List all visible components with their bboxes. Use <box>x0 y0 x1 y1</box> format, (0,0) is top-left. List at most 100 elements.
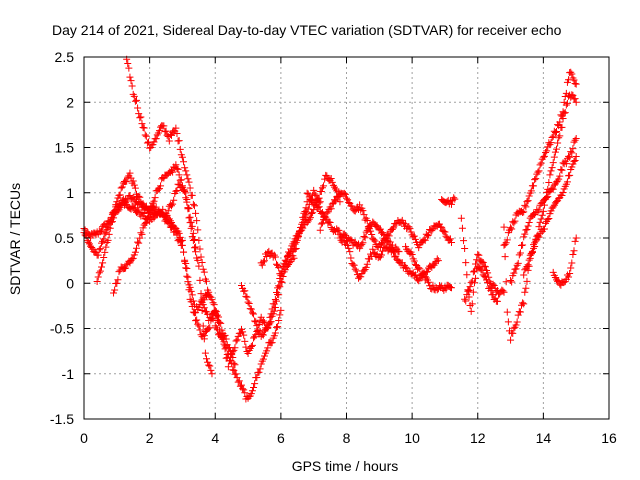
data-point <box>558 192 566 200</box>
data-point <box>93 277 101 285</box>
data-point <box>322 213 330 221</box>
data-point <box>572 98 580 106</box>
data-point <box>247 342 255 350</box>
data-point <box>131 184 139 192</box>
data-point <box>256 365 264 373</box>
data-point <box>210 301 218 309</box>
data-point <box>189 308 197 316</box>
data-point <box>503 308 511 316</box>
data-point <box>206 362 214 370</box>
data-point <box>168 202 175 210</box>
data-point <box>411 261 419 269</box>
data-point <box>572 80 580 88</box>
data-point <box>239 328 247 336</box>
data-point <box>544 215 552 223</box>
data-point <box>570 247 578 255</box>
data-point <box>523 262 531 270</box>
data-point <box>172 187 180 195</box>
data-point <box>175 137 183 145</box>
data-point <box>163 211 171 219</box>
data-point <box>567 68 575 76</box>
data-point <box>194 226 202 234</box>
data-point <box>84 238 92 246</box>
y-tick-label: 1 <box>66 185 74 201</box>
data-point <box>441 228 449 236</box>
data-point <box>550 153 558 161</box>
data-point <box>258 330 266 338</box>
data-point <box>563 99 571 107</box>
data-point <box>155 127 163 135</box>
data-point <box>362 263 370 271</box>
data-point <box>317 188 325 196</box>
data-point <box>185 178 193 186</box>
data-point <box>198 259 206 267</box>
data-point <box>569 250 577 258</box>
x-tick-label: 16 <box>601 430 617 446</box>
series-arc-18 <box>500 68 580 249</box>
data-point <box>347 254 355 262</box>
data-point <box>102 243 110 251</box>
data-point <box>258 261 266 269</box>
data-point <box>242 292 250 300</box>
data-point <box>360 232 368 240</box>
data-point <box>553 145 560 153</box>
data-point <box>171 224 179 232</box>
data-point <box>113 198 121 206</box>
data-point <box>571 156 579 164</box>
data-point <box>566 270 574 278</box>
data-point <box>114 276 122 284</box>
data-point <box>145 213 153 221</box>
data-point <box>363 260 371 268</box>
data-point <box>549 132 557 140</box>
data-point <box>129 194 137 202</box>
data-point <box>507 224 515 232</box>
data-point <box>169 168 177 176</box>
data-point <box>448 200 455 208</box>
data-point <box>203 277 210 285</box>
data-point <box>531 176 539 184</box>
data-point <box>266 313 274 321</box>
data-point <box>521 230 529 238</box>
data-point <box>310 186 318 194</box>
data-point <box>244 350 252 358</box>
data-point <box>316 226 324 234</box>
data-point <box>546 171 554 179</box>
data-point <box>549 203 557 211</box>
data-point <box>524 261 532 269</box>
data-point <box>197 253 205 261</box>
data-point <box>186 219 194 227</box>
data-point <box>526 254 534 262</box>
data-point <box>542 148 550 156</box>
data-point <box>408 251 416 259</box>
data-point <box>308 209 315 217</box>
data-point <box>360 267 368 275</box>
data-point <box>318 209 326 217</box>
data-point <box>190 309 198 317</box>
data-point <box>363 217 371 225</box>
data-point <box>360 211 368 219</box>
data-point <box>525 192 533 200</box>
data-point <box>539 153 547 161</box>
data-point <box>208 296 216 304</box>
data-point <box>315 203 323 211</box>
data-point <box>370 249 378 257</box>
data-point <box>524 197 532 205</box>
data-point <box>213 326 221 334</box>
data-point <box>135 239 143 247</box>
data-point <box>523 198 531 206</box>
data-point <box>350 261 358 269</box>
data-point <box>551 128 559 136</box>
data-point <box>241 337 249 345</box>
data-point <box>558 123 566 131</box>
data-point <box>250 310 258 318</box>
data-point <box>458 224 466 232</box>
data-point <box>509 329 517 337</box>
data-point <box>314 204 322 212</box>
data-point <box>127 77 135 85</box>
data-point <box>475 251 483 259</box>
data-point <box>116 191 124 199</box>
data-point <box>531 239 539 247</box>
data-point <box>287 245 295 253</box>
data-point <box>442 232 450 240</box>
data-point <box>141 219 149 227</box>
